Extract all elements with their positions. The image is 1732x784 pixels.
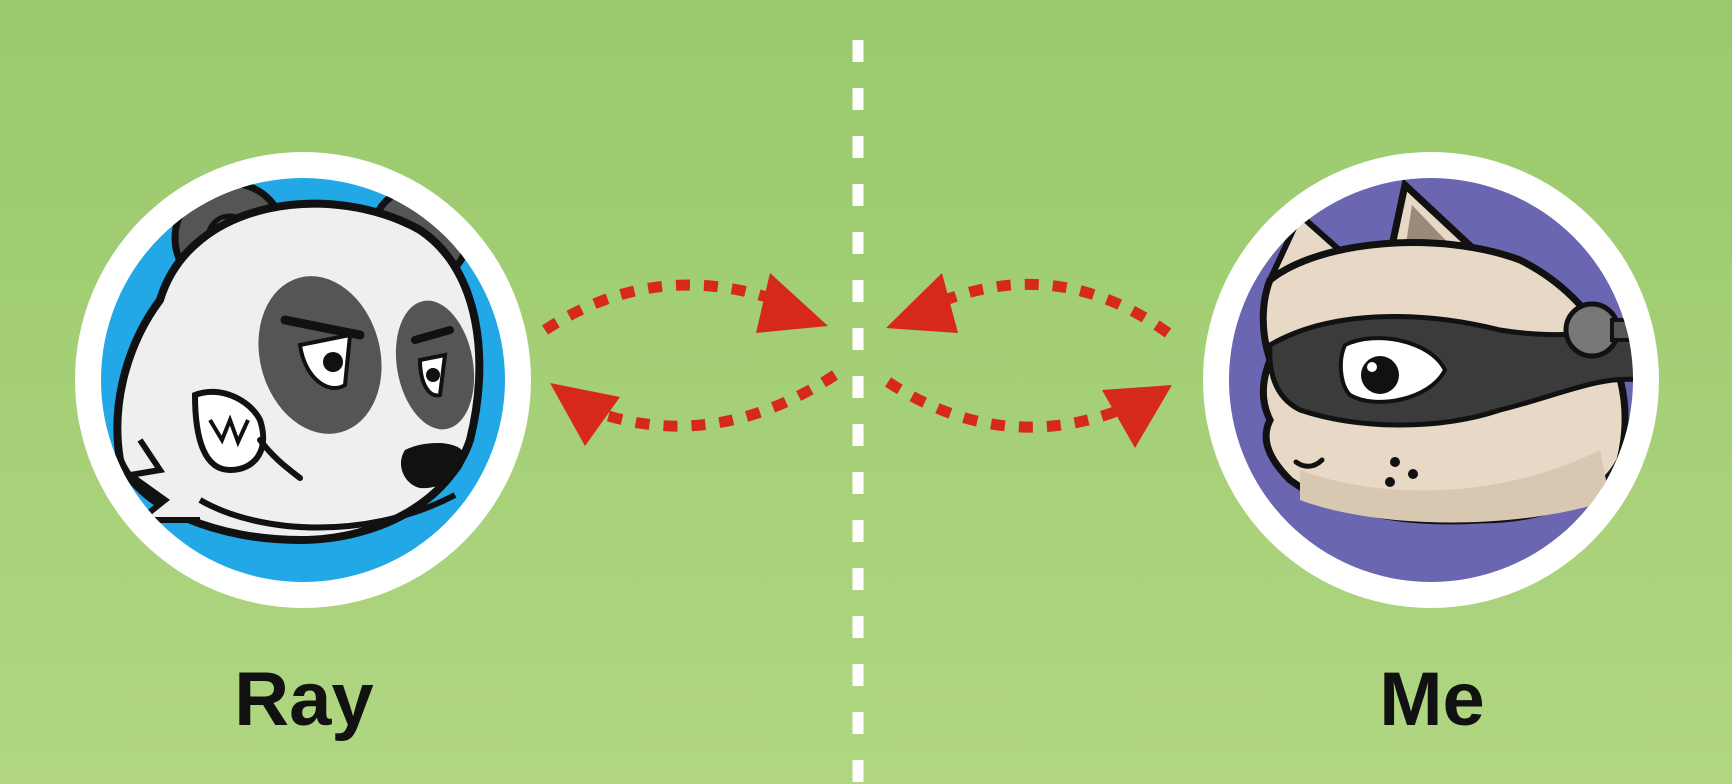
arrowhead-left-bottom	[550, 383, 620, 446]
arrowhead-right-bottom	[1102, 385, 1172, 448]
player-left-avatar	[75, 152, 531, 608]
arrowhead-left-top	[756, 273, 828, 333]
arrow-right-bottom	[884, 377, 1122, 433]
panda-icon	[113, 179, 484, 545]
player-right-name: Me	[1379, 657, 1485, 742]
player-right-avatar	[1203, 152, 1659, 608]
arrow-left-bottom	[603, 370, 839, 432]
arrow-right-top	[937, 278, 1172, 338]
player-left-name: Ray	[234, 657, 374, 742]
arrow-left-top	[541, 279, 792, 335]
arrowhead-right-top	[886, 273, 958, 333]
raccoon-icon	[1259, 178, 1633, 525]
